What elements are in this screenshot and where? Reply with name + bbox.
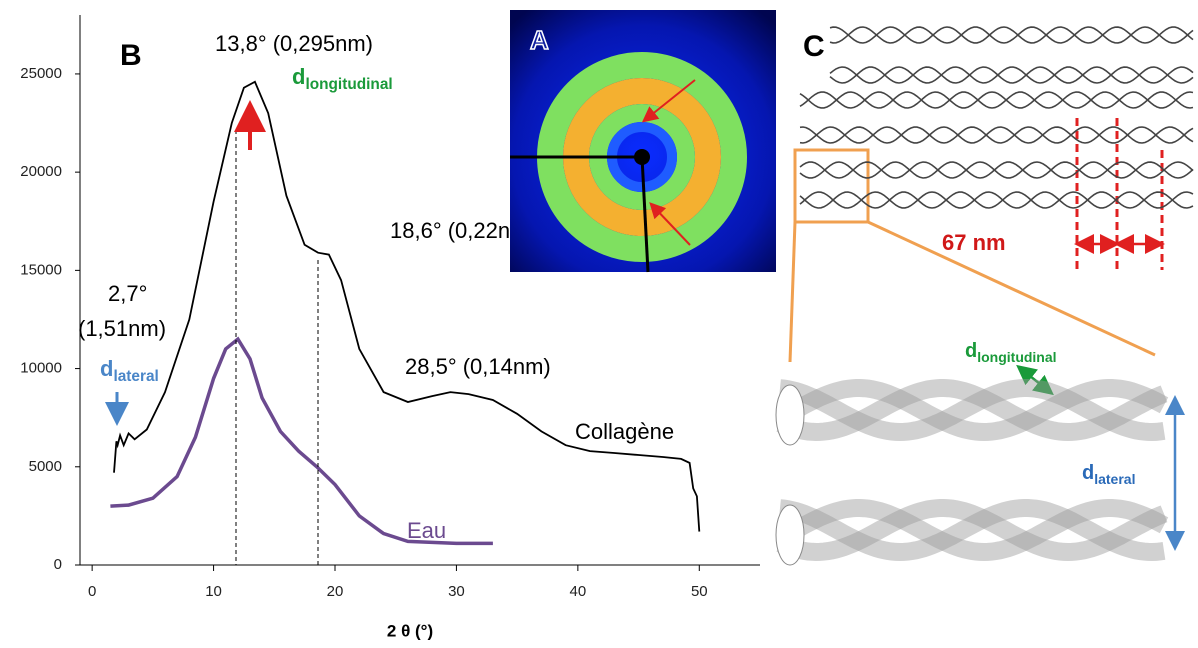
helix: [830, 67, 1193, 83]
series-label: Collagène: [575, 419, 674, 444]
x-tick-label: 50: [691, 583, 708, 600]
annotation: (1,51nm): [78, 316, 166, 341]
y-tick-label: 0: [54, 556, 62, 573]
x-axis-title: 2 θ (°): [387, 621, 433, 640]
diffraction-pattern: A: [510, 10, 776, 272]
fibril-diagram: C 67 nm dlongitudinal dlateral: [776, 27, 1193, 565]
x-tick-label: 10: [205, 583, 222, 600]
rope-end: [776, 505, 804, 565]
annotation: 28,5° (0,14nm): [405, 354, 551, 379]
x-tick-label: 20: [327, 583, 344, 600]
rope-end: [776, 385, 804, 445]
annotation-text: 13,8° (0,295nm): [215, 31, 373, 56]
annotation: 13,8° (0,295nm): [215, 31, 373, 56]
y-tick-label: 20000: [20, 163, 62, 180]
d-lateral: dlateral: [1082, 462, 1135, 486]
annotation-text: (1,51nm): [78, 316, 166, 341]
y-tick-label: 10000: [20, 360, 62, 377]
annotation: B: [120, 39, 142, 72]
panel-label: C: [803, 30, 825, 63]
panel-label: A: [530, 25, 549, 55]
annotation: dlongitudinal: [292, 64, 393, 93]
annotation-sub: longitudinal: [305, 76, 392, 93]
y-tick-label: 25000: [20, 65, 62, 82]
y-tick-label: 5000: [29, 458, 62, 475]
figure: 0 5000 10000 15000 20000 25000 0 10 20 30 40 50 2 θ …: [0, 0, 1198, 648]
annotation: 2,7°: [108, 281, 147, 306]
period-label: 67 nm: [942, 230, 1006, 255]
x-tick-label: 0: [88, 583, 96, 600]
annotation-text: 2,7°: [108, 281, 147, 306]
annotation-text: B: [120, 39, 142, 72]
annotation-text: d: [292, 64, 305, 89]
x-tick-label: 40: [570, 583, 587, 600]
annotation-text: 28,5° (0,14nm): [405, 354, 551, 379]
annotation-sub: lateral: [113, 368, 158, 385]
series-label: Eau: [407, 518, 446, 543]
d-longitudinal: dlongitudinal: [965, 340, 1057, 364]
annotation-text: d: [100, 356, 113, 381]
y-tick-label: 15000: [20, 261, 62, 278]
x-tick-label: 30: [448, 583, 465, 600]
annotation: dlateral: [100, 356, 159, 385]
